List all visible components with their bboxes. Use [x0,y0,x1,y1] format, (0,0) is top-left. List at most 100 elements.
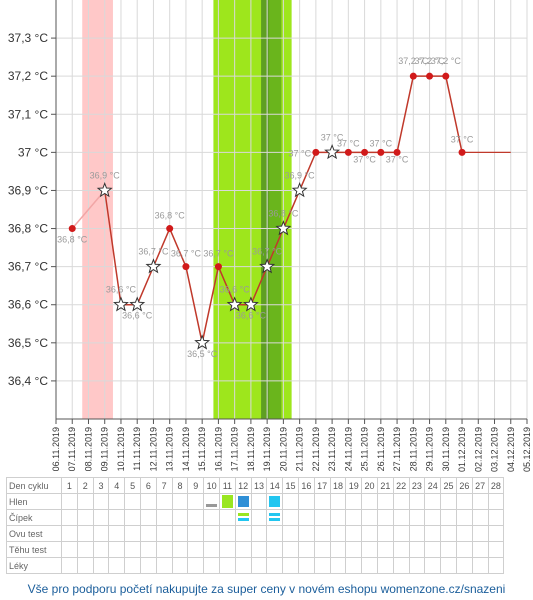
table-cell[interactable] [171,525,189,542]
table-cell[interactable] [329,493,347,510]
table-cell[interactable] [139,509,157,526]
table-cell[interactable] [440,509,457,526]
table-cell[interactable] [266,525,284,542]
table-cell[interactable] [92,557,110,574]
table-cell[interactable]: 13 [250,477,268,494]
table-cell[interactable] [203,557,220,574]
table-cell[interactable] [297,509,315,526]
table-cell[interactable]: 25 [440,477,457,494]
table-cell[interactable] [313,557,331,574]
table-cell[interactable] [76,557,94,574]
table-cell[interactable] [124,509,141,526]
table-cell[interactable] [329,557,347,574]
table-cell[interactable] [329,541,347,558]
table-cell[interactable]: 16 [297,477,315,494]
table-cell[interactable] [440,525,457,542]
table-cell[interactable] [313,525,331,542]
table-cell[interactable] [124,541,141,558]
table-cell[interactable] [124,557,141,574]
table-cell[interactable] [487,509,505,526]
table-cell[interactable] [282,541,299,558]
table-cell[interactable] [203,493,220,510]
table-cell[interactable] [471,557,489,574]
table-cell[interactable] [108,525,126,542]
table-cell[interactable] [187,541,205,558]
table-cell[interactable] [92,493,110,510]
table-cell[interactable] [203,509,220,526]
table-cell[interactable] [408,525,426,542]
table-cell[interactable]: 14 [266,477,284,494]
table-cell[interactable] [61,525,78,542]
table-cell[interactable]: 6 [139,477,157,494]
table-cell[interactable] [61,541,78,558]
table-cell[interactable] [92,541,110,558]
table-cell[interactable] [471,541,489,558]
table-cell[interactable] [108,541,126,558]
table-cell[interactable] [440,541,457,558]
table-cell[interactable] [455,509,473,526]
table-cell[interactable] [361,541,378,558]
table-cell[interactable] [282,557,299,574]
table-cell[interactable]: 2 [76,477,94,494]
table-cell[interactable] [361,493,378,510]
table-cell[interactable] [361,557,378,574]
table-cell[interactable] [218,493,236,510]
table-cell[interactable]: 21 [376,477,394,494]
table-cell[interactable] [297,541,315,558]
table-cell[interactable] [345,557,363,574]
table-cell[interactable] [187,557,205,574]
table-cell[interactable] [92,509,110,526]
table-cell[interactable] [139,493,157,510]
table-cell[interactable] [282,493,299,510]
table-cell[interactable] [76,493,94,510]
table-cell[interactable]: 10 [203,477,220,494]
table-cell[interactable] [203,541,220,558]
table-cell[interactable]: 24 [424,477,442,494]
table-cell[interactable] [313,509,331,526]
table-cell[interactable] [471,493,489,510]
table-cell[interactable] [218,557,236,574]
table-cell[interactable] [171,557,189,574]
table-cell[interactable] [487,525,505,542]
table-cell[interactable] [455,525,473,542]
table-cell[interactable] [250,493,268,510]
table-cell[interactable]: 18 [329,477,347,494]
table-cell[interactable] [76,541,94,558]
table-cell[interactable]: 4 [108,477,126,494]
table-cell[interactable] [329,509,347,526]
table-cell[interactable] [455,557,473,574]
table-cell[interactable] [61,493,78,510]
table-cell[interactable] [155,509,173,526]
table-cell[interactable] [392,509,410,526]
table-cell[interactable]: 9 [187,477,205,494]
table-cell[interactable] [108,509,126,526]
table-cell[interactable] [282,509,299,526]
table-cell[interactable] [392,525,410,542]
table-cell[interactable] [345,493,363,510]
table-cell[interactable] [345,525,363,542]
table-cell[interactable] [266,509,284,526]
table-cell[interactable] [424,525,442,542]
table-cell[interactable] [471,509,489,526]
table-cell[interactable]: 27 [471,477,489,494]
table-cell[interactable] [155,557,173,574]
table-cell[interactable] [124,525,141,542]
table-cell[interactable] [218,509,236,526]
table-cell[interactable] [250,541,268,558]
table-cell[interactable] [297,493,315,510]
table-cell[interactable] [376,525,394,542]
table-cell[interactable] [376,509,394,526]
table-cell[interactable] [329,525,347,542]
table-cell[interactable] [234,493,252,510]
table-cell[interactable] [61,509,78,526]
table-cell[interactable] [392,557,410,574]
table-cell[interactable] [487,493,505,510]
table-cell[interactable] [171,541,189,558]
table-cell[interactable] [171,493,189,510]
table-cell[interactable] [408,509,426,526]
table-cell[interactable]: 17 [313,477,331,494]
table-cell[interactable]: 11 [218,477,236,494]
table-cell[interactable] [487,541,505,558]
table-cell[interactable] [345,509,363,526]
table-cell[interactable] [155,493,173,510]
